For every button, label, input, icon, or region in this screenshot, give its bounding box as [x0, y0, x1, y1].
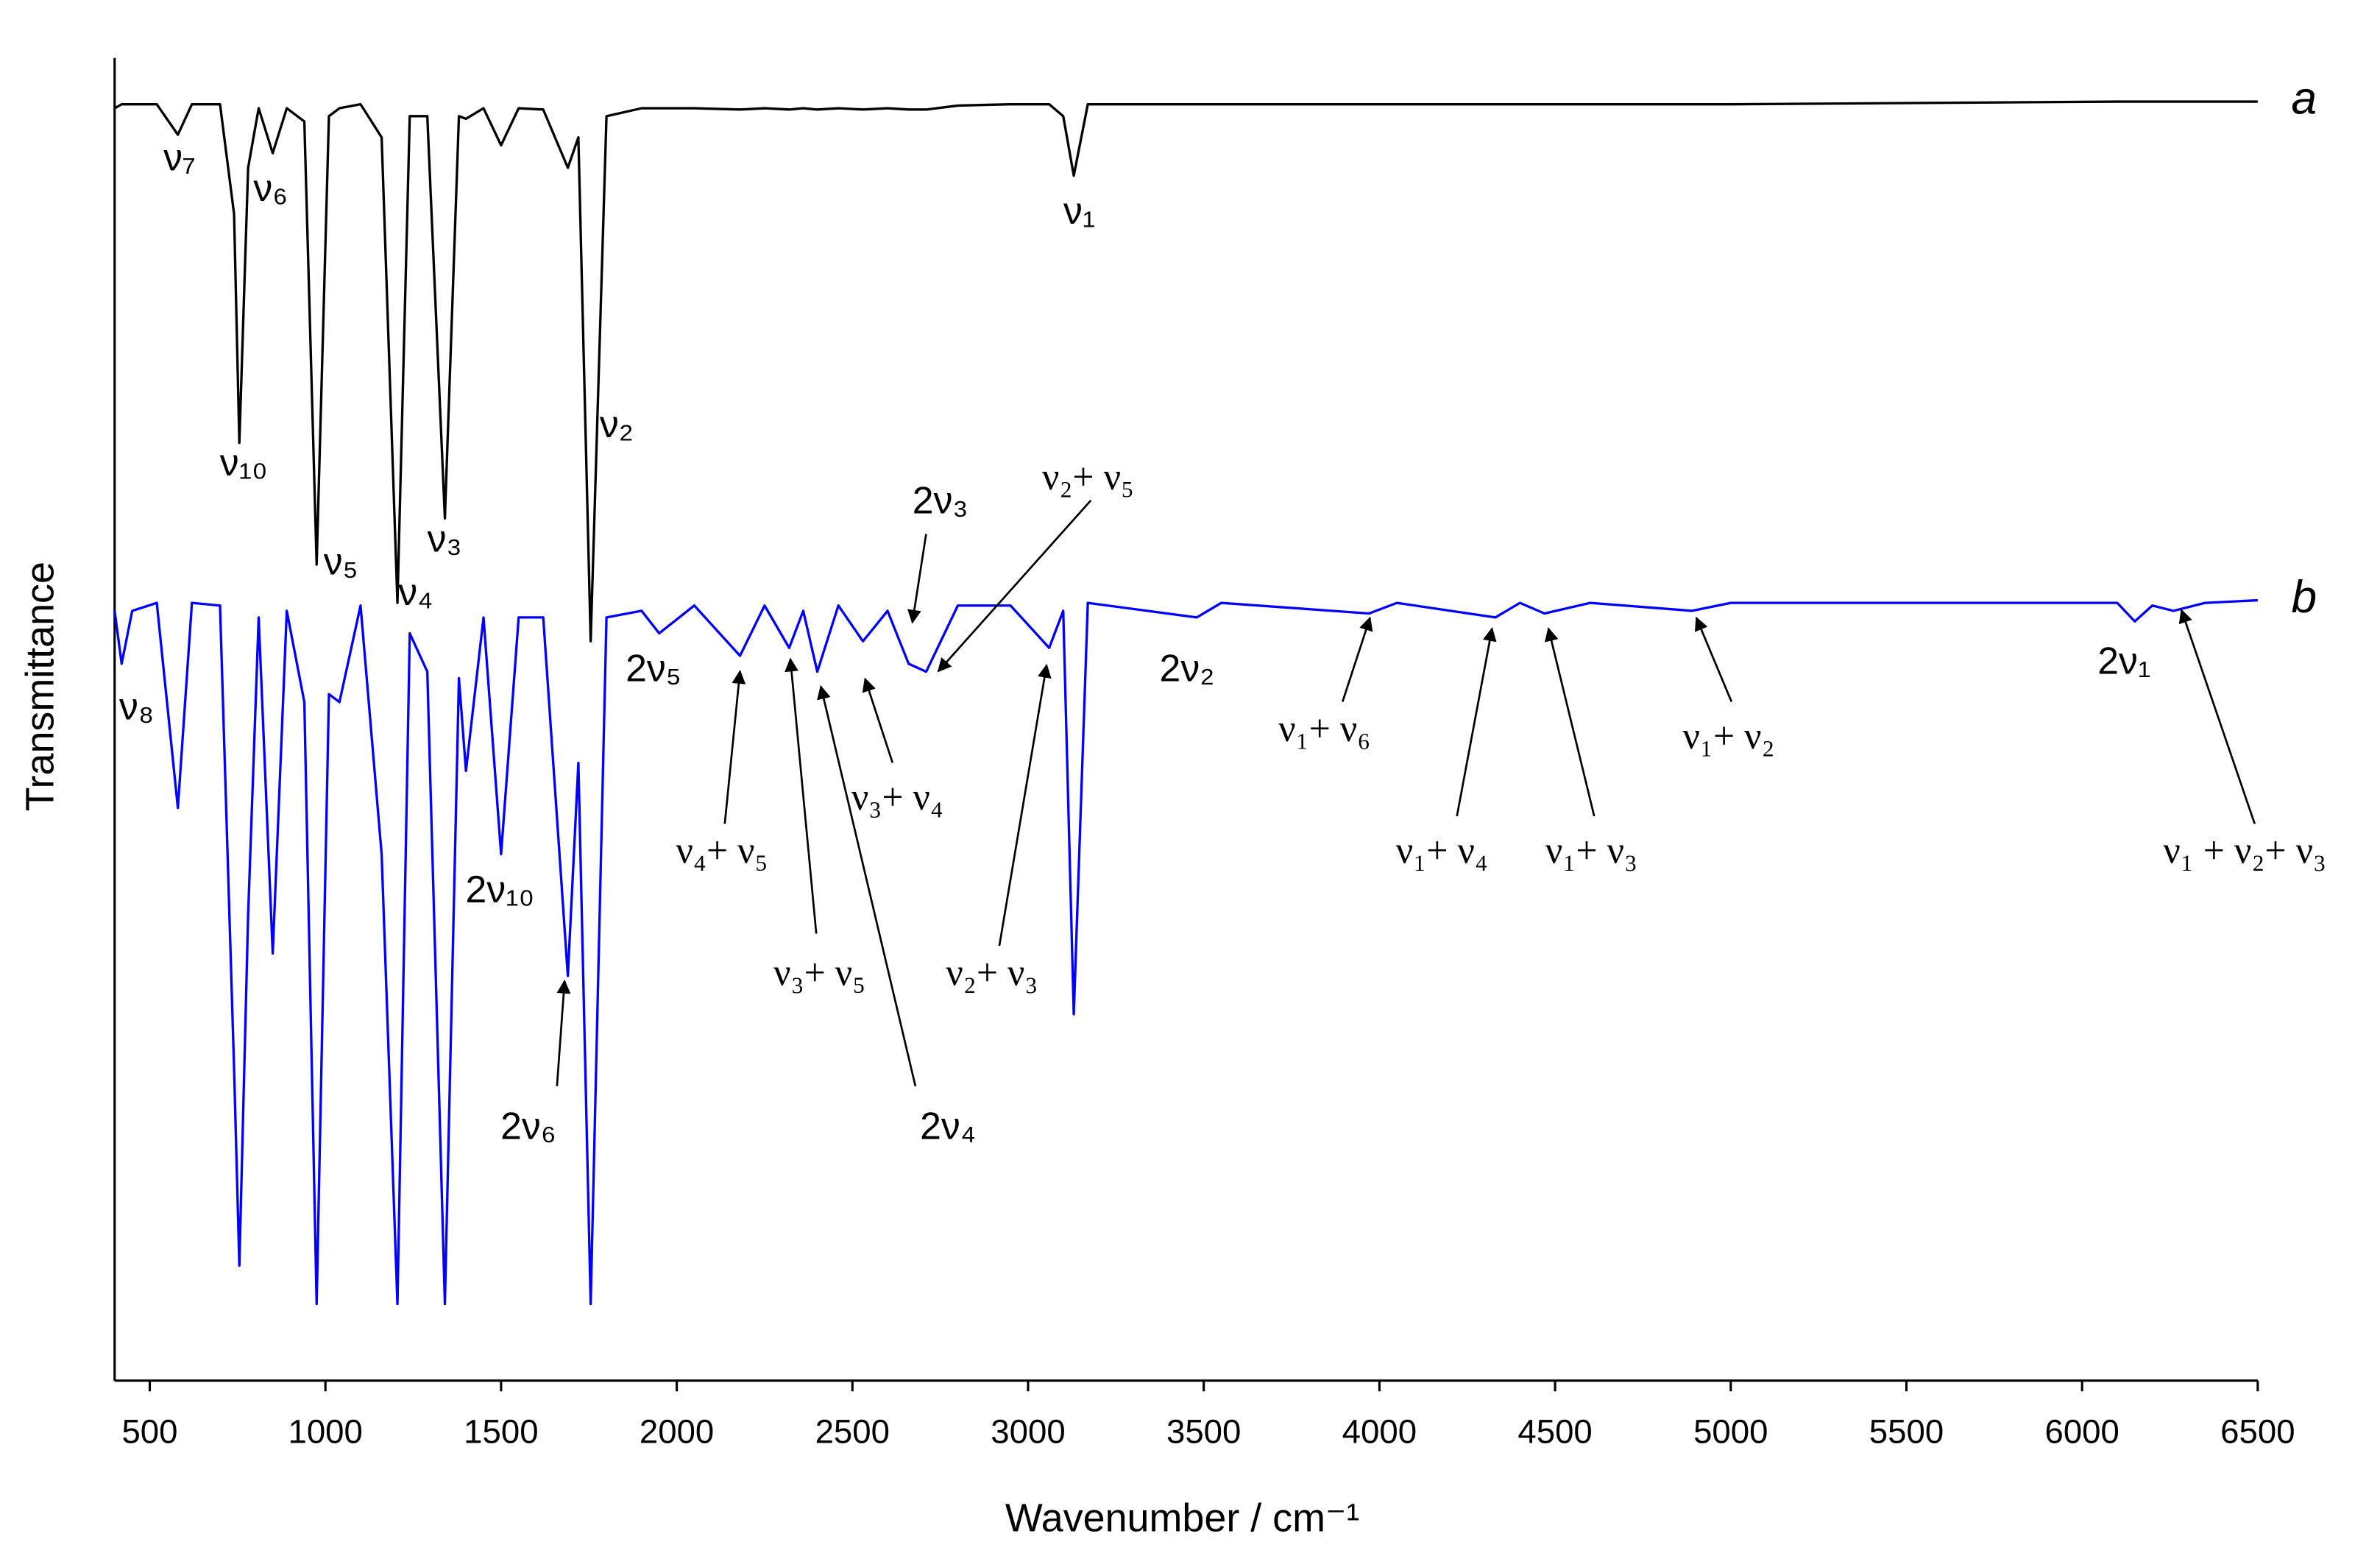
arrow: [1341, 616, 1373, 702]
peak-label: ν₁: [1063, 189, 1095, 232]
arrow: [1456, 627, 1497, 817]
peak-label: ν₁+ ν₂: [1682, 715, 1774, 757]
x-tick-label: 2500: [815, 1412, 890, 1450]
peak-label: ν₁+ ν₆: [1278, 708, 1370, 750]
arrow: [907, 534, 927, 624]
x-tick-label: 3500: [1166, 1412, 1241, 1450]
peak-label: 2ν₃: [913, 479, 968, 522]
peak-label: ν₁+ ν₃: [1545, 830, 1637, 872]
peak-label: 2ν₅: [626, 647, 681, 690]
x-tick-label: 1500: [464, 1412, 538, 1450]
peak-label: ν₃+ ν₅: [773, 952, 865, 994]
x-tick-label: 3000: [991, 1412, 1065, 1450]
y-axis-label: Transmittance: [18, 562, 63, 811]
arrow: [862, 677, 894, 763]
peak-label: 2ν₁₀: [465, 868, 534, 910]
x-tick-label: 6000: [2044, 1412, 2119, 1450]
arrow: [2178, 609, 2256, 824]
x-tick-label: 4000: [1342, 1412, 1417, 1450]
x-tick-label: 2000: [640, 1412, 714, 1450]
peak-label: ν₂+ ν₃: [946, 952, 1038, 994]
arrow: [817, 684, 917, 1087]
peak-label: ν₁₀: [220, 441, 268, 484]
x-axis-label: Wavenumber / cm⁻¹: [1005, 1496, 1359, 1540]
series-label: b: [2291, 572, 2317, 623]
x-tick-label: 500: [121, 1412, 177, 1450]
arrow: [998, 663, 1052, 947]
peak-label: ν₄: [398, 570, 433, 613]
arrow: [1694, 616, 1733, 702]
peak-label: ν₁ + ν₂+ ν₃: [2163, 830, 2326, 872]
peak-label: 2ν₂: [1160, 647, 1215, 690]
x-tick-label: 5000: [1693, 1412, 1768, 1450]
peak-label: ν₁+ ν₄: [1396, 830, 1488, 872]
peak-label: ν₃+ ν₄: [851, 776, 943, 818]
spectrum-line: [113, 100, 2258, 643]
x-tick-label: 4500: [1517, 1412, 1592, 1450]
x-tick-label: 1000: [288, 1412, 362, 1450]
peak-label: ν₃: [428, 517, 462, 559]
arrow: [785, 657, 818, 934]
peak-label: ν₆: [253, 166, 288, 209]
peak-label: ν₂+ ν₅: [1042, 456, 1134, 498]
peak-label: 2ν₄: [920, 1104, 976, 1147]
peak-label: ν₄+ ν₅: [676, 830, 768, 872]
arrow: [937, 499, 1092, 673]
peak-label: ν₇: [163, 135, 196, 178]
arrow: [1544, 627, 1595, 817]
peak-label: ν₂: [600, 403, 634, 445]
x-tick-label: 5500: [1869, 1412, 1944, 1450]
series-label: a: [2291, 73, 2317, 124]
peak-label: 2ν₆: [500, 1104, 556, 1147]
x-tick-label: 6500: [2220, 1412, 2295, 1450]
spectrum-line: [113, 598, 2258, 1306]
peak-label: 2ν₁: [2097, 639, 2150, 682]
arrow: [723, 670, 746, 824]
peak-label: ν₈: [119, 684, 154, 727]
arrow: [556, 979, 571, 1086]
peak-label: ν₅: [324, 540, 358, 583]
